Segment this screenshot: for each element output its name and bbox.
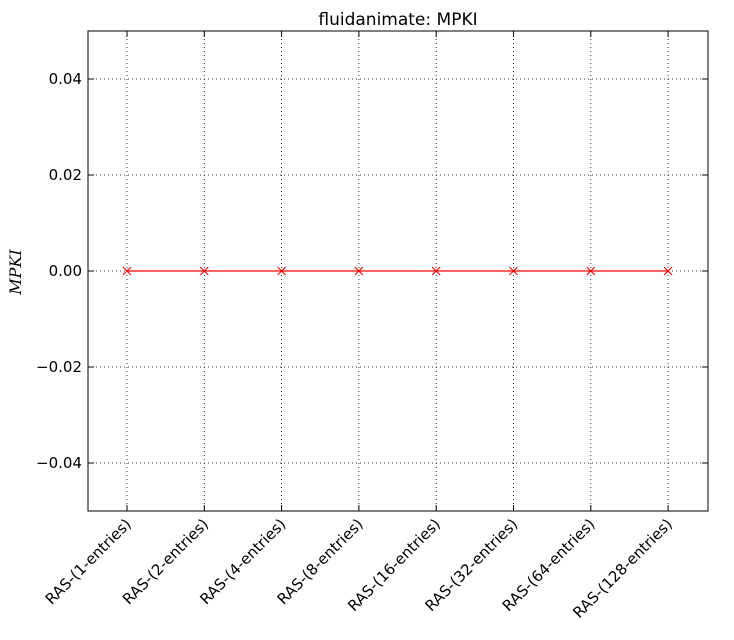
marker-stroke xyxy=(277,266,286,276)
marker-stroke xyxy=(663,266,673,276)
marker-stroke xyxy=(122,266,132,276)
series-layer xyxy=(122,266,673,276)
data-point-marker xyxy=(586,266,596,276)
marker-stroke xyxy=(354,266,364,276)
marker-stroke xyxy=(586,266,596,276)
data-point-marker xyxy=(277,266,286,276)
y-axis-label: MPKI xyxy=(6,249,25,296)
y-axis-ticks: −0.04 −0.02 0.00 0.02 0.04 xyxy=(36,70,708,472)
marker-stroke xyxy=(199,266,209,276)
axes-frame xyxy=(87,30,709,512)
data-point-marker xyxy=(199,266,209,276)
data-point-marker xyxy=(509,266,518,276)
y-tick-label: 0.04 xyxy=(49,70,82,88)
data-point-marker xyxy=(354,266,364,276)
marker-stroke xyxy=(509,266,518,276)
data-point-marker xyxy=(663,266,673,276)
y-tick-label: 0.00 xyxy=(49,262,82,280)
y-tick-label: −0.02 xyxy=(36,358,82,376)
y-tick-label: 0.02 xyxy=(49,166,82,184)
data-point-marker xyxy=(431,266,441,276)
data-point-marker xyxy=(122,266,132,276)
chart-title: fluidanimate: MPKI xyxy=(318,10,477,30)
y-tick-label: −0.04 xyxy=(36,454,82,472)
marker-stroke xyxy=(431,266,441,276)
